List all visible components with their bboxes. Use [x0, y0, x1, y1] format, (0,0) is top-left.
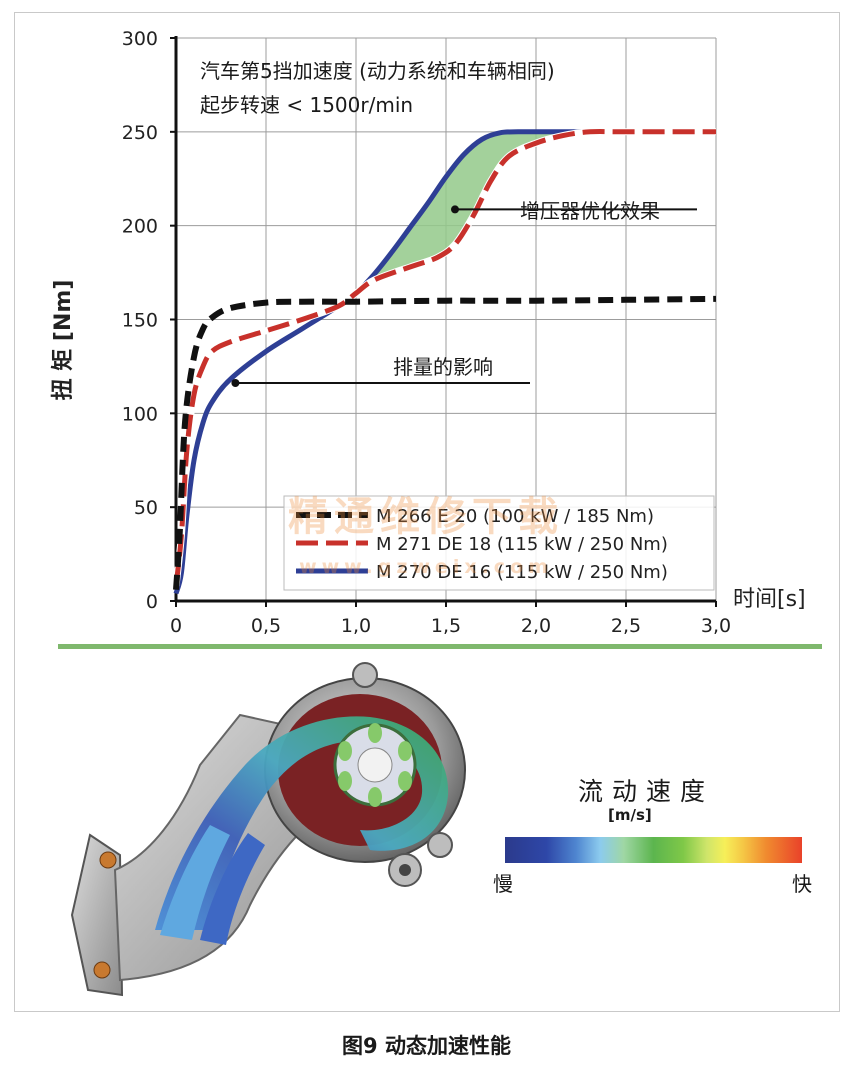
x-tick-label: 1,0	[341, 615, 371, 637]
chart-series	[172, 128, 717, 595]
chart-text: 0 0,5 1,0 1,5 2,0 2,5 3,0 0 50 100 150 200 250 300 扭 矩…	[50, 28, 806, 637]
y-tick-label: 200	[122, 216, 158, 238]
figure-caption: 图9 动态加速性能	[342, 1034, 511, 1058]
y-axis-label: 扭 矩 [Nm]	[50, 280, 76, 401]
flow-speed-colorbar	[505, 837, 802, 863]
y-tick-label: 250	[122, 122, 158, 144]
watermark-text: 精通维修下载	[288, 494, 564, 540]
slow-label: 慢	[493, 872, 513, 896]
x-tick-label: 0,5	[251, 615, 281, 637]
chart-title-line1: 汽车第5挡加速度 (动力系统和车辆相同)	[200, 59, 555, 83]
y-tick-label: 50	[134, 497, 158, 519]
x-tick-label: 2,5	[611, 615, 641, 637]
chart-axes	[170, 36, 717, 607]
series-line-m266	[173, 295, 717, 590]
watermark-url: www.gzweix.com	[299, 556, 553, 578]
chart-legend: M 266 E 20 (100 kW / 185 Nm) M 271 DE 18 …	[283, 495, 715, 591]
legend-label: M 271 DE 18 (115 kW / 250 Nm)	[376, 534, 668, 555]
series-line-m271	[173, 129, 717, 587]
torque-chart: M 266 E 20 (100 kW / 185 Nm) M 271 DE 18 …	[50, 28, 806, 637]
flow-speed-legend-title: 流动速度	[578, 777, 715, 806]
chart-title-line2: 起步转速 < 1500r/min	[200, 93, 413, 117]
x-tick-label: 0	[170, 615, 182, 637]
y-tick-label: 0	[146, 591, 158, 613]
legend-label: M 270 DE 16 (115 kW / 250 Nm)	[376, 562, 668, 583]
x-axis-label: 时间[s]	[733, 587, 806, 612]
legend-label: M 266 E 20 (100 kW / 185 Nm)	[376, 506, 654, 527]
turbocharger-illustration	[70, 662, 466, 997]
fast-label: 快	[792, 872, 812, 896]
annotation-label: 排量的影响	[393, 355, 493, 379]
x-tick-label: 2,0	[521, 615, 551, 637]
annotation-label: 增压器优化效果	[520, 199, 660, 223]
series-line-m270	[173, 129, 717, 595]
section-divider	[58, 644, 822, 649]
legend-box	[283, 495, 715, 591]
flow-speed-unit: [m/s]	[608, 806, 652, 824]
x-tick-label: 1,5	[431, 615, 461, 637]
y-tick-label: 150	[122, 310, 158, 332]
y-tick-label: 300	[122, 28, 158, 50]
x-tick-label: 3,0	[701, 615, 731, 637]
y-tick-label: 100	[122, 403, 158, 425]
